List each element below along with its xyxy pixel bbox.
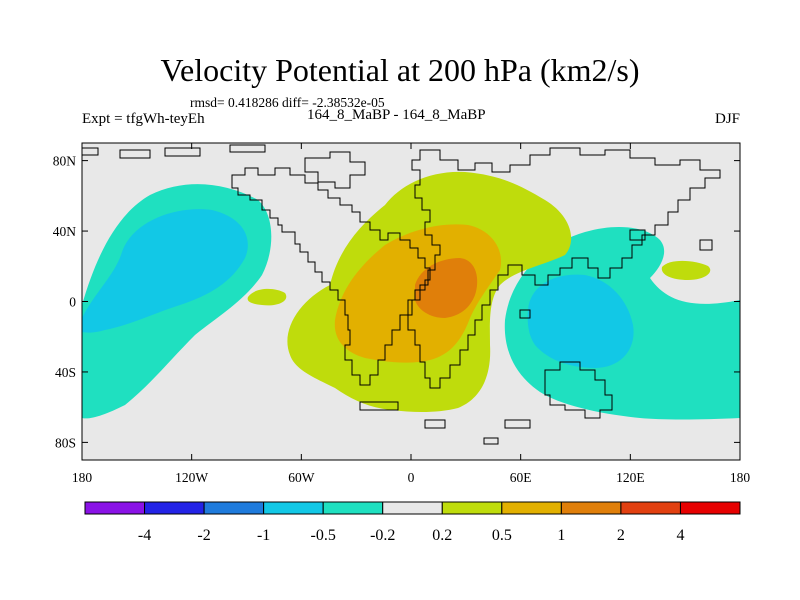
- y-tick-label: 80S: [55, 435, 76, 450]
- coastline-arctic-islands: [81, 144, 266, 159]
- x-tick-label: 0: [408, 470, 415, 485]
- coastline-antarctic-fragments: [359, 401, 531, 445]
- map-plot-area: [81, 142, 741, 461]
- y-tick-label: 40N: [53, 224, 77, 239]
- coastline-maritime-islands: [519, 229, 713, 319]
- case-pair-label: 164_8_MaBP - 164_8_MaBP: [307, 107, 486, 123]
- y-tick-label: 80N: [53, 154, 77, 169]
- colorbar-label: 4: [676, 527, 684, 544]
- positive-anomaly-core: [415, 258, 478, 318]
- colorbar-swatch: [620, 501, 681, 515]
- colorbar-swatch: [263, 501, 324, 515]
- plot-title: Velocity Potential at 200 hPa (km2/s): [160, 52, 640, 88]
- x-tick-label: 180: [72, 470, 93, 485]
- colorbar-label: -0.5: [311, 527, 336, 544]
- coastline-australia: [544, 361, 613, 419]
- x-tick-label: 60E: [510, 470, 532, 485]
- colorbar-label: -2: [197, 527, 210, 544]
- experiment-label: Expt = tfgWh-teyEh: [82, 111, 205, 127]
- colorbar-swatch: [501, 501, 562, 515]
- negative-anomaly-indian-ocean-mid: [527, 274, 634, 368]
- colorbar-label: -0.2: [370, 527, 395, 544]
- colorbar-swatch: [144, 501, 205, 515]
- colorbar-label: 0.5: [492, 527, 512, 544]
- x-tick-label: 120W: [175, 470, 208, 485]
- colorbar-swatch: [322, 501, 384, 515]
- colorbar-label: 1: [557, 527, 565, 544]
- colorbar-label: 2: [617, 527, 625, 544]
- negative-anomaly-pacific-mid: [82, 209, 248, 333]
- coastlines: [81, 144, 721, 445]
- x-tick-label: 120E: [616, 470, 645, 485]
- colorbar-swatch: [203, 501, 265, 515]
- y-tick-label: 40S: [55, 365, 76, 380]
- x-axis: 180 120W 60W 0 60E 120E 180: [72, 143, 751, 485]
- colorbar-swatch: [679, 501, 741, 515]
- colorbar-label: 0.2: [432, 527, 452, 544]
- colorbar-swatch: [84, 501, 146, 515]
- coastline-eurasia-africa: [407, 147, 721, 389]
- colorbar-swatch: [441, 501, 503, 515]
- y-axis: 80N 40N 0 40S 80S: [53, 154, 740, 450]
- colorbar-swatch: [382, 501, 443, 515]
- coastline-america: [231, 167, 431, 386]
- x-tick-label: 180: [730, 470, 751, 485]
- coastline-greenland: [304, 151, 366, 189]
- colorbar-label: -1: [257, 527, 270, 544]
- colorbar: -4 -2 -1 -0.5 -0.2 0.2 0.5 1 2 4: [84, 501, 741, 544]
- season-label: DJF: [714, 111, 740, 127]
- colorbar-label: -4: [138, 527, 151, 544]
- colorbar-swatch: [560, 501, 622, 515]
- positive-anomaly-small-east: [661, 260, 711, 280]
- y-tick-label: 0: [69, 295, 76, 310]
- x-tick-label: 60W: [288, 470, 315, 485]
- stats-line: rmsd= 0.418286 diff= -2.38532e-05: [190, 95, 385, 110]
- positive-anomaly-small-west: [247, 288, 287, 306]
